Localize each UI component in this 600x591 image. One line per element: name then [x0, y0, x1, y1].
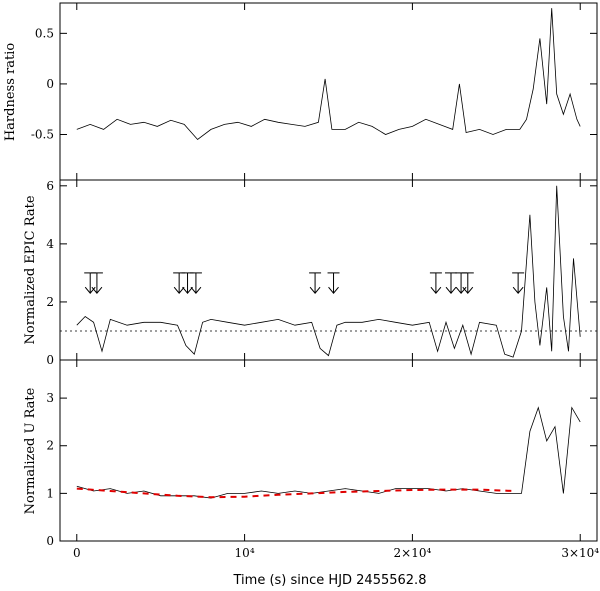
u-ytick-label: 3	[46, 391, 54, 405]
ticks-layer: 0.5 0 -0.5 0 2 4 6 0 1 2 3 0 10⁴ 2×10⁴ 3×10⁴	[31, 3, 599, 560]
flare-arrow	[84, 272, 96, 295]
markers-layer	[84, 272, 525, 295]
u-ytick-label: 2	[46, 439, 54, 453]
u-ytick-label: 0	[46, 534, 54, 548]
epic-panel-frame	[59, 179, 598, 361]
flare-arrow	[182, 272, 193, 295]
hardness-axis-title: Hardness ratio	[3, 43, 18, 142]
x-tick-label: 10⁴	[235, 546, 255, 560]
flare-arrow	[445, 272, 457, 295]
hardness-ytick-label: 0.5	[35, 26, 54, 40]
flare-arrow	[462, 272, 474, 295]
hardness-series-rate	[76, 8, 581, 141]
flare-arrow	[430, 272, 442, 295]
u-panel-frame	[59, 359, 598, 542]
flare-arrow	[455, 272, 467, 295]
hardness-panel-frame	[59, 2, 598, 181]
epic-ytick-label: 2	[46, 295, 54, 309]
flare-arrow	[91, 272, 103, 295]
x-tick-label: 3×10⁴	[561, 546, 599, 560]
hardness-ytick-label: -0.5	[31, 127, 54, 141]
flare-arrow	[309, 272, 321, 295]
epic-ytick-label: 0	[46, 353, 54, 367]
epic-series-rate	[76, 185, 581, 358]
u-axis-title: Normalized U Rate	[23, 387, 38, 514]
flare-arrow	[190, 272, 202, 295]
hardness-ytick-label: 0	[46, 77, 54, 91]
u-series-rate	[76, 406, 581, 499]
epic-axis-title: Normalized EPIC Rate	[23, 195, 38, 344]
u-ytick-label: 1	[46, 486, 54, 500]
epic-ytick-label: 4	[46, 237, 54, 251]
curves-layer	[60, 8, 597, 499]
x-axis-title: Time (s) since HJD 2455562.8	[233, 573, 427, 588]
x-tick-label: 2×10⁴	[394, 546, 432, 560]
flare-arrow	[173, 272, 185, 295]
flare-arrow	[512, 272, 524, 295]
u-series-trend	[76, 487, 514, 499]
x-tick-label: 0	[73, 546, 81, 560]
flare-arrow	[328, 272, 339, 295]
epic-ytick-label: 6	[46, 179, 54, 193]
